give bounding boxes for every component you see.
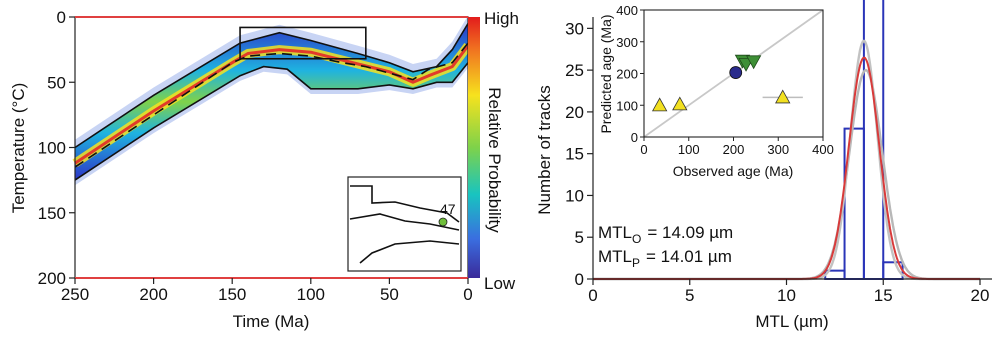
mtl-tick-label: 10 <box>777 286 796 305</box>
track-length-panel: 0 5 10 15 20 0 5 10 15 20 25 30 MTL (µm) Number of… <box>535 0 992 331</box>
mtl-observed-label: MTL <box>598 223 632 242</box>
inset-middle-path <box>349 213 460 231</box>
colorbar-gradient <box>468 17 480 278</box>
temperature-tick-label: 100 <box>38 139 66 158</box>
age-point-triangle-down <box>745 55 762 70</box>
predicted-age-tick-label: 400 <box>616 3 638 18</box>
mtl-predicted: MTLP = 14.01 µm <box>598 247 732 270</box>
temperature-tick-label: 0 <box>57 8 66 27</box>
observed-age-tick-label: 300 <box>767 142 789 157</box>
time-axis-ticks: 250 200 150 100 50 0 <box>61 278 473 304</box>
observed-age-tick-label: 0 <box>640 142 647 157</box>
inset-lower-path <box>359 240 460 264</box>
track-count-axis-ticks: 0 5 10 15 20 25 30 <box>565 19 593 289</box>
time-tick-label: 100 <box>297 285 325 304</box>
age-point-triangle <box>775 89 791 104</box>
age-point-triangle <box>672 96 688 111</box>
envelope-upper-line <box>74 23 469 149</box>
track-count-tick-label: 30 <box>565 19 584 38</box>
envelope-lower-line <box>74 62 469 181</box>
time-tick-label: 150 <box>218 285 246 304</box>
mtl-axis-label: MTL (µm) <box>755 312 828 331</box>
track-count-axis-label: Number of tracks <box>535 85 554 214</box>
observed-age-label: Observed age (Ma) <box>673 163 794 179</box>
observed-age-tick-label: 200 <box>723 142 745 157</box>
mtl-predicted-subscript: P <box>632 256 640 270</box>
predicted-age-tick-label: 200 <box>616 67 638 82</box>
track-count-tick-label: 0 <box>575 270 584 289</box>
path-inset: 47 <box>347 176 462 272</box>
time-tick-label: 200 <box>139 285 167 304</box>
time-tick-label: 250 <box>61 285 89 304</box>
predicted-age-tick-label: 0 <box>631 130 638 145</box>
colorbar-title: Relative Probability <box>485 87 504 233</box>
track-count-tick-label: 10 <box>565 186 584 205</box>
colorbar: High Low Relative Probability <box>468 9 519 293</box>
time-axis-label: Time (Ma) <box>233 312 310 331</box>
mtl-tick-label: 15 <box>874 286 893 305</box>
mtl-observed-value: = 14.09 µm <box>647 223 733 242</box>
observed-age-tick-label: 100 <box>678 142 700 157</box>
time-tick-label: 50 <box>380 285 399 304</box>
mtl-tick-label: 5 <box>685 286 694 305</box>
mtl-observed-subscript: O <box>632 232 641 246</box>
predicted-age-tick-label: 300 <box>616 35 638 50</box>
age-inset-plot <box>643 9 824 138</box>
track-count-tick-label: 25 <box>565 61 584 80</box>
mtl-predicted-label: MTL <box>598 247 632 266</box>
age-point-circle <box>729 66 743 79</box>
sample-label: 47 <box>440 201 456 217</box>
temperature-tick-label: 200 <box>38 269 66 288</box>
mtl-tick-label: 20 <box>971 286 990 305</box>
age-inset: 0 100 200 300 400 0 100 200 300 400 Observed age… <box>598 3 834 179</box>
temperature-tick-label: 50 <box>47 73 66 92</box>
temperature-tick-label: 150 <box>38 204 66 223</box>
predicted-age-label: Predicted age (Ma) <box>598 14 614 133</box>
colorbar-high-label: High <box>484 9 519 28</box>
observed-age-tick-label: 400 <box>812 142 834 157</box>
expected-path-dashed <box>74 42 469 168</box>
mtl-predicted-value: = 14.01 µm <box>646 247 732 266</box>
mtl-observed: MTLO = 14.09 µm <box>598 223 733 246</box>
constraint-box <box>239 26 367 60</box>
track-count-tick-label: 20 <box>565 103 584 122</box>
temperature-axis-ticks: 0 50 100 150 200 <box>38 8 75 288</box>
time-tick-label: 0 <box>463 285 472 304</box>
colorbar-low-label: Low <box>484 274 516 293</box>
mtl-axis-ticks: 0 5 10 15 20 <box>588 279 989 305</box>
predicted-age-ticks: 0 100 200 300 400 <box>616 3 644 145</box>
thermal-history-plot <box>72 15 472 186</box>
mtl-tick-label: 0 <box>588 286 597 305</box>
track-count-tick-label: 15 <box>565 145 584 164</box>
track-count-tick-label: 5 <box>575 228 584 247</box>
age-point-triangle <box>651 97 668 112</box>
observed-age-ticks: 0 100 200 300 400 <box>640 137 834 157</box>
temperature-axis-label: Temperature (°C) <box>9 83 28 214</box>
inset-upper-path <box>350 185 460 223</box>
sample-marker <box>438 217 448 227</box>
predicted-age-tick-label: 100 <box>616 98 638 113</box>
